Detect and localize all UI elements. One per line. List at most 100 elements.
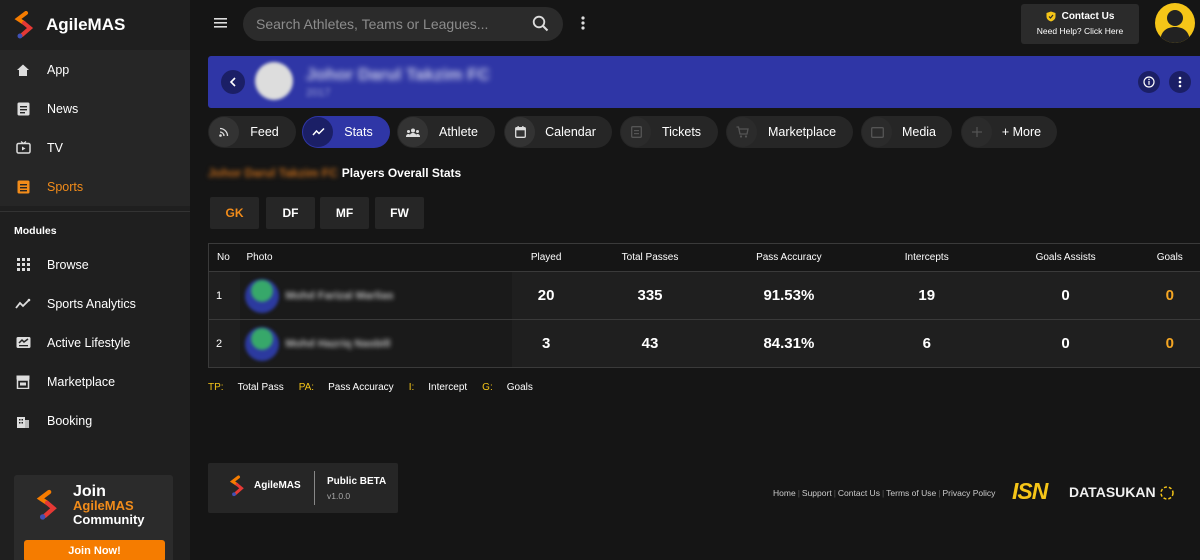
section-team-name: Johor Darul Takzim FC: [208, 166, 338, 180]
tab-label: Feed: [250, 125, 279, 139]
position-filter-fw[interactable]: FW: [375, 197, 424, 229]
user-avatar[interactable]: [1155, 3, 1195, 43]
info-button[interactable]: [1138, 71, 1160, 93]
sidebar-item-booking[interactable]: Booking: [0, 401, 190, 440]
sidebar-divider: [0, 211, 190, 212]
footer-link-home[interactable]: Home: [773, 488, 796, 498]
sidebar-item-sports-analytics[interactable]: Sports Analytics: [0, 284, 190, 323]
sidebar-item-sports[interactable]: Sports: [0, 167, 190, 206]
footer-divider: [314, 471, 315, 505]
sidebar-item-app[interactable]: App: [0, 50, 190, 89]
tab-marketplace[interactable]: Marketplace: [726, 116, 853, 148]
tab-more[interactable]: + More: [961, 116, 1057, 148]
tab-label: + More: [1001, 125, 1042, 139]
search-input[interactable]: [256, 7, 516, 41]
news-icon: [14, 100, 32, 118]
tab-tickets[interactable]: Tickets: [620, 116, 718, 148]
sidebar-item-browse[interactable]: Browse: [0, 245, 190, 284]
tab-feed[interactable]: Feed: [208, 116, 296, 148]
tab-label: Calendar: [545, 125, 596, 139]
more-options-icon[interactable]: [580, 15, 586, 31]
user-silhouette-icon: [1160, 10, 1190, 43]
modules-heading: Modules: [14, 225, 57, 237]
sidebar-item-tv[interactable]: TV: [0, 128, 190, 167]
player-name: Mohd Farizal Marlias: [285, 289, 394, 302]
legend-key: PA:: [298, 382, 315, 393]
legend-value: Goals: [506, 382, 533, 393]
more-options-icon: [1178, 76, 1182, 88]
sidebar-item-active-lifestyle[interactable]: Active Lifestyle: [0, 323, 190, 362]
team-options-button[interactable]: [1169, 71, 1191, 93]
search-bar: [243, 7, 563, 41]
accuracy-value: 91.53%: [719, 271, 858, 320]
back-button[interactable]: [221, 70, 245, 94]
sidebar-item-news[interactable]: News: [0, 89, 190, 128]
played-value: 20: [512, 271, 581, 320]
sidebar-item-label: News: [47, 101, 79, 116]
tab-label: Athlete: [439, 125, 478, 139]
column-header: Played: [512, 243, 581, 272]
building-icon: [14, 412, 32, 430]
team-subtitle: 2017: [306, 87, 331, 99]
intercepts-value: 19: [857, 271, 996, 320]
position-filter-df[interactable]: DF: [266, 197, 315, 229]
footer-brand-name: AgileMAS: [254, 480, 301, 491]
sports-icon: [14, 178, 32, 196]
contact-us-button[interactable]: Contact Us Need Help? Click Here: [1021, 4, 1139, 44]
legend-key: TP:: [208, 382, 224, 393]
table-row[interactable]: 2 Mohd Hazriq Nasbill 3 43 84.31% 6 0 0: [208, 319, 1200, 368]
brand[interactable]: AgileMAS: [0, 0, 190, 50]
column-header: Total Passes: [580, 243, 720, 272]
home-icon: [14, 61, 32, 79]
sidebar-item-label: Marketplace: [47, 374, 116, 389]
footer-link-support[interactable]: Support: [801, 488, 832, 498]
row-number: 1: [208, 271, 241, 320]
ticket-icon: [621, 117, 651, 147]
stats-legend: TP: Total Pass PA: Pass Accuracy I: Interce…: [208, 382, 548, 393]
isn-logo: ISN: [1012, 478, 1048, 504]
join-now-button[interactable]: Join Now!: [24, 540, 165, 560]
cart-icon: [727, 117, 757, 147]
column-header: Goals: [1135, 243, 1200, 272]
shield-icon: [1046, 11, 1056, 22]
column-header: Goals Assists: [995, 243, 1136, 272]
goals-value: 0: [1135, 319, 1200, 368]
search-icon[interactable]: [532, 15, 549, 32]
footer-links: Home | Support | Contact Us | Terms of Use |…: [773, 488, 995, 498]
people-icon: [398, 117, 428, 147]
tab-athlete[interactable]: Athlete: [397, 116, 495, 148]
tab-calendar[interactable]: Calendar: [504, 116, 612, 148]
position-filter-gk[interactable]: GK: [210, 197, 259, 229]
agilemas-logo-icon: [14, 11, 34, 39]
chevron-left-icon: [229, 77, 236, 87]
datasukan-logo-part: DATA: [1069, 484, 1106, 500]
tab-media[interactable]: Media: [861, 116, 952, 148]
table-header-row: No Photo Played Total Passes Pass Accura…: [208, 243, 1200, 272]
tab-label: Tickets: [661, 125, 702, 139]
intercepts-value: 6: [857, 319, 996, 368]
calendar-icon: [505, 117, 535, 147]
footer-link-contact[interactable]: Contact Us: [837, 488, 880, 498]
footer-link-privacy[interactable]: Privacy Policy: [942, 488, 996, 498]
footer-link-separator: |: [797, 488, 800, 498]
hamburger-menu-icon[interactable]: [213, 15, 229, 31]
promo-line-3: Community: [73, 512, 145, 527]
sidebar-item-marketplace[interactable]: Marketplace: [0, 362, 190, 401]
grid-icon: [14, 256, 32, 274]
contact-title-text: Contact Us: [1061, 11, 1115, 22]
footer-beta-label: Public BETA: [327, 476, 387, 487]
datasukan-logo-part: SUKAN: [1105, 484, 1156, 500]
tab-label: Marketplace: [767, 125, 837, 139]
agilemas-logo-icon: [229, 475, 244, 497]
goals-value: 0: [1135, 271, 1200, 320]
promo-line-1: Join: [73, 483, 106, 500]
info-icon: [1143, 76, 1155, 88]
table-row[interactable]: 1 Mohd Farizal Marlias 20 335 91.53% 19 …: [208, 271, 1200, 320]
datasukan-logo: DATASUKAN: [1069, 484, 1175, 501]
plus-icon: [962, 117, 992, 147]
footer-link-terms[interactable]: Terms of Use: [886, 488, 937, 498]
tab-stats[interactable]: Stats: [302, 116, 390, 148]
position-filter-mf[interactable]: MF: [320, 197, 369, 229]
main-content: Johor Darul Takzim FC 2017 Feed Stats At…: [190, 50, 1200, 560]
